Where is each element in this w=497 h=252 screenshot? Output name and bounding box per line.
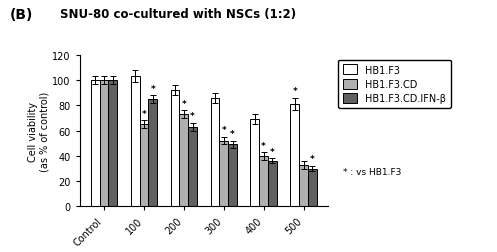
Bar (250, 120, 259, 207)
Bar (188, 127, 197, 207)
Bar (91, 81, 99, 207)
Bar (268, 161, 277, 207)
Bar (179, 115, 188, 207)
Text: *: * (310, 155, 315, 164)
Bar (140, 125, 148, 207)
Text: *: * (190, 112, 195, 121)
Text: * : vs HB1.F3: * : vs HB1.F3 (343, 167, 401, 176)
Bar (170, 91, 179, 207)
Bar (108, 81, 117, 207)
Text: (B): (B) (10, 8, 33, 21)
Text: SNU-80 co-cultured with NSCs (1:2): SNU-80 co-cultured with NSCs (1:2) (60, 8, 296, 20)
Text: *: * (150, 84, 155, 93)
Text: *: * (230, 130, 235, 139)
Bar (259, 156, 268, 207)
Text: *: * (221, 126, 226, 135)
Bar (290, 105, 299, 207)
Text: *: * (261, 141, 266, 150)
Text: *: * (181, 99, 186, 108)
Bar (99, 81, 108, 207)
Text: *: * (270, 147, 275, 156)
Bar (299, 165, 308, 207)
Y-axis label: Cell viability
(as % of control): Cell viability (as % of control) (28, 91, 49, 171)
Bar (148, 100, 157, 207)
Bar (219, 141, 228, 207)
Bar (228, 145, 237, 207)
Bar (211, 98, 219, 207)
Bar (308, 169, 317, 207)
Legend: HB1.F3, HB1.F3.CD, HB1.F3.CD.IFN-β: HB1.F3, HB1.F3.CD, HB1.F3.CD.IFN-β (338, 60, 451, 108)
Text: *: * (142, 109, 146, 118)
Text: *: * (292, 87, 297, 96)
Bar (131, 77, 140, 207)
